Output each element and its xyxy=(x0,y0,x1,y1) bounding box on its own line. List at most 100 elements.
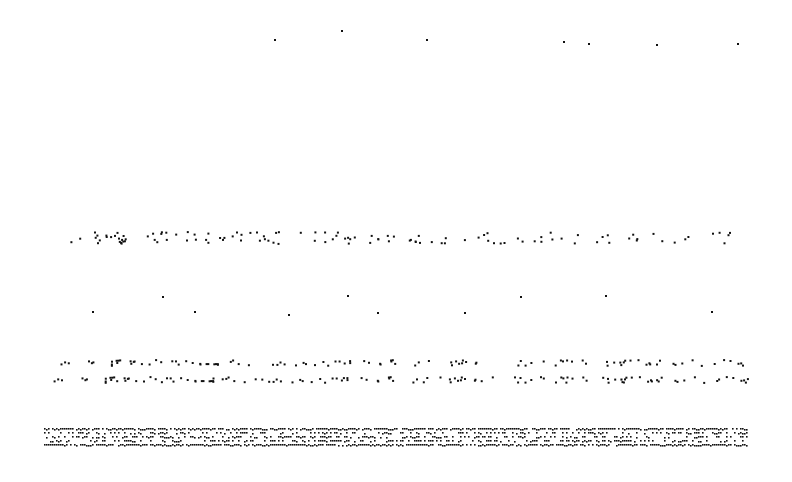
dot xyxy=(212,380,215,383)
dot xyxy=(44,428,46,430)
dot xyxy=(314,440,316,442)
dot xyxy=(124,436,126,438)
dot xyxy=(135,380,138,383)
dot xyxy=(524,436,526,438)
dot xyxy=(98,433,100,435)
dot xyxy=(57,378,60,381)
dot xyxy=(308,444,310,446)
dot xyxy=(264,432,266,434)
dot xyxy=(234,437,236,439)
dot xyxy=(227,376,230,379)
dot xyxy=(740,445,742,447)
dot xyxy=(365,378,368,381)
dot xyxy=(226,440,228,442)
dot xyxy=(124,428,126,430)
dot xyxy=(386,437,388,439)
dot xyxy=(66,441,68,443)
dot xyxy=(598,428,600,430)
band-sparse-row xyxy=(92,295,713,316)
dot xyxy=(674,432,676,434)
dot xyxy=(76,436,78,438)
dot xyxy=(406,436,408,438)
dot xyxy=(330,436,332,438)
dot xyxy=(664,437,666,439)
dot xyxy=(226,429,228,431)
dot xyxy=(252,433,254,435)
dot xyxy=(500,428,502,430)
dot xyxy=(224,441,226,443)
dot xyxy=(212,444,214,446)
dot xyxy=(626,428,628,430)
dot xyxy=(128,440,130,442)
dot xyxy=(64,361,67,364)
dot xyxy=(628,440,630,442)
dot xyxy=(54,437,56,439)
dot xyxy=(580,429,582,431)
dot xyxy=(306,429,308,431)
dot xyxy=(262,432,264,434)
dot xyxy=(570,444,572,446)
dot xyxy=(522,429,524,431)
dot xyxy=(602,376,605,379)
dot xyxy=(340,433,342,435)
dot xyxy=(304,436,306,438)
dot xyxy=(140,433,142,435)
dot xyxy=(342,377,345,380)
dot xyxy=(687,236,690,238)
dot xyxy=(318,432,320,434)
dot xyxy=(622,440,624,442)
dot xyxy=(82,432,84,434)
dot xyxy=(526,428,528,430)
dot xyxy=(76,445,78,447)
dot xyxy=(692,444,694,446)
dot xyxy=(654,428,656,430)
dot xyxy=(324,241,327,244)
dot xyxy=(260,428,262,430)
dot xyxy=(622,361,625,364)
dot xyxy=(246,428,248,430)
dot xyxy=(272,380,275,383)
dot xyxy=(444,436,446,438)
dot xyxy=(277,231,280,234)
dot xyxy=(560,376,563,379)
dot xyxy=(300,444,302,446)
dot xyxy=(266,444,268,446)
dot xyxy=(452,440,454,442)
dot xyxy=(96,234,99,237)
dot xyxy=(530,362,533,364)
dot xyxy=(726,445,728,447)
dot xyxy=(570,436,572,438)
dot xyxy=(480,380,483,383)
dot xyxy=(252,429,254,431)
dot xyxy=(694,437,696,439)
dot xyxy=(60,440,62,442)
dot xyxy=(282,444,284,446)
dot xyxy=(198,437,200,439)
dot xyxy=(456,428,458,430)
dot xyxy=(138,444,140,446)
dot xyxy=(230,432,232,434)
dot xyxy=(324,436,326,438)
dot xyxy=(702,436,704,438)
dot xyxy=(112,444,114,446)
dot xyxy=(50,441,52,443)
dot xyxy=(448,444,450,446)
dot xyxy=(100,444,102,446)
dot xyxy=(404,437,406,439)
dot xyxy=(654,444,656,446)
dot xyxy=(706,428,708,430)
dot xyxy=(482,428,484,430)
dot xyxy=(482,436,484,438)
dot xyxy=(608,440,610,442)
dot xyxy=(644,429,646,431)
dot xyxy=(644,444,646,446)
dot xyxy=(498,432,500,434)
dot xyxy=(299,231,302,234)
dot xyxy=(222,428,224,430)
dot xyxy=(310,381,313,384)
dot xyxy=(444,445,446,447)
dot xyxy=(742,433,744,435)
dot xyxy=(644,440,646,442)
dot xyxy=(256,231,258,234)
dot xyxy=(678,428,680,430)
